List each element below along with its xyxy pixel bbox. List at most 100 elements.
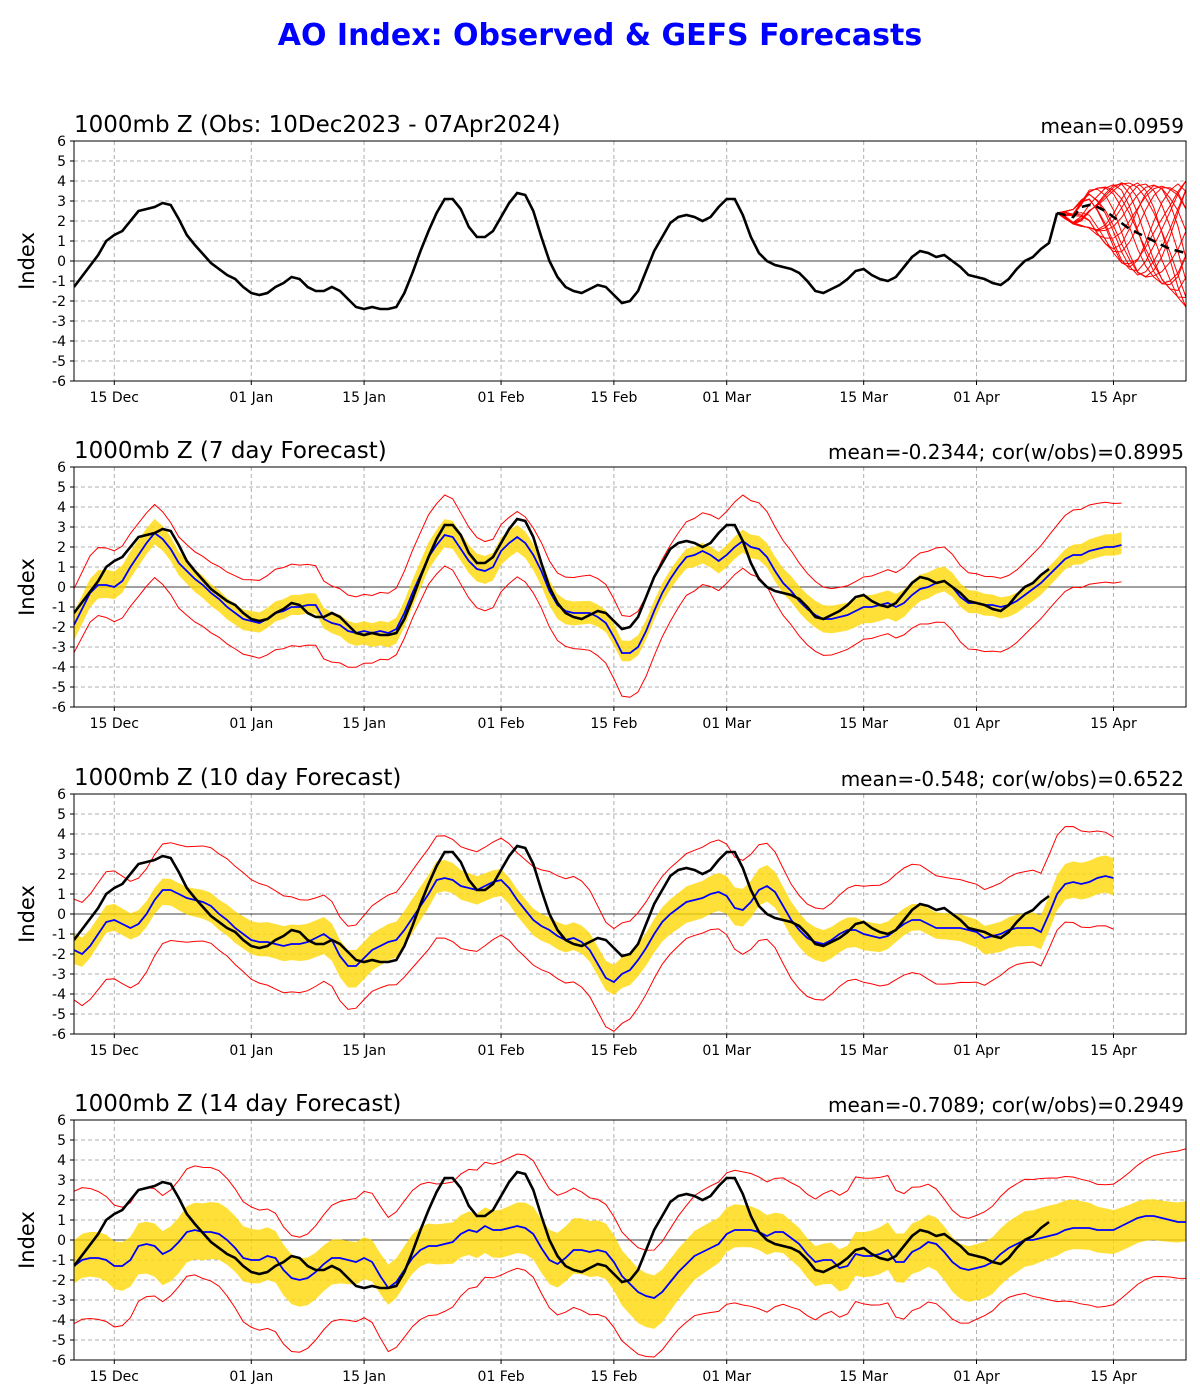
plot-area <box>74 494 1122 698</box>
x-tick-label: 01 Jan <box>229 716 273 732</box>
observed-line <box>74 191 1059 311</box>
y-tick-label: 0 <box>57 580 66 596</box>
y-tick-label: 5 <box>57 807 66 823</box>
y-tick-label: 4 <box>57 1153 66 1169</box>
y-tick-label: -2 <box>52 1273 66 1289</box>
member-max-line <box>74 494 1122 617</box>
x-tick-label: 15 Jan <box>342 1043 386 1059</box>
panel-stat: mean=0.0959 <box>1041 114 1184 138</box>
plot-frame <box>73 140 1187 382</box>
x-tick-label: 15 Dec <box>90 1043 139 1059</box>
y-tick-label: 1 <box>57 1213 66 1229</box>
plot-area <box>74 826 1114 1032</box>
y-tick-label: 3 <box>57 847 66 863</box>
y-tick-label: -2 <box>52 620 66 636</box>
ensemble-mean-line <box>74 1215 1186 1299</box>
y-tick-label: 5 <box>57 154 66 170</box>
x-tick-label: 01 Apr <box>953 716 1000 732</box>
y-tick-label: 6 <box>57 460 66 476</box>
observed-line <box>74 517 1050 637</box>
panel-1: 1000mb Z (Obs: 10Dec2023 - 07Apr2024) mea… <box>15 112 1187 406</box>
x-tick-label: 15 Jan <box>342 716 386 732</box>
y-tick-label: -5 <box>52 680 66 696</box>
x-tick-label: 15 Jan <box>342 1369 386 1385</box>
x-tick-label: 15 Mar <box>839 390 888 406</box>
ensemble-member-line <box>1056 184 1186 232</box>
y-axis-label: Index <box>15 1211 39 1269</box>
y-tick-label: -3 <box>52 1293 66 1309</box>
y-tick-label: 0 <box>57 254 66 270</box>
x-tick-label: 15 Feb <box>590 1043 637 1059</box>
x-tick-label: 01 Jan <box>229 1369 273 1385</box>
plot-frame <box>73 1119 1187 1361</box>
x-tick-label: 15 Feb <box>590 390 637 406</box>
y-tick-label: 2 <box>57 540 66 556</box>
x-tick-label: 15 Apr <box>1090 390 1137 406</box>
x-tick-label: 15 Apr <box>1090 716 1137 732</box>
panel-title: 1000mb Z (Obs: 10Dec2023 - 07Apr2024) <box>74 112 560 138</box>
y-tick-label: 1 <box>57 560 66 576</box>
y-tick-label: 5 <box>57 1133 66 1149</box>
ensemble-member-line <box>1056 184 1186 286</box>
panel-title: 1000mb Z (14 day Forecast) <box>74 1091 401 1117</box>
member-min-line <box>74 921 1114 1032</box>
y-tick-label: -1 <box>52 600 66 616</box>
x-tick-label: 15 Mar <box>839 1043 888 1059</box>
x-tick-label: 01 Mar <box>702 716 751 732</box>
x-tick-label: 01 Jan <box>229 1043 273 1059</box>
ensemble-member-line <box>1056 186 1186 298</box>
y-axis-label: Index <box>15 232 39 290</box>
ensemble-spread-band <box>74 855 1114 995</box>
panel-2: 1000mb Z (7 day Forecast) mean=-0.2344; c… <box>15 438 1187 732</box>
x-tick-label: 01 Apr <box>953 390 1000 406</box>
y-tick-label: 5 <box>57 480 66 496</box>
y-tick-label: -5 <box>52 1007 66 1023</box>
y-tick-label: 2 <box>57 867 66 883</box>
x-tick-label: 15 Dec <box>90 716 139 732</box>
y-tick-label: 6 <box>57 1113 66 1129</box>
x-tick-label: 15 Feb <box>590 716 637 732</box>
ensemble-member-line <box>1056 182 1186 298</box>
x-tick-label: 15 Apr <box>1090 1043 1137 1059</box>
plot-area <box>74 1148 1186 1358</box>
y-tick-label: -6 <box>52 374 66 390</box>
x-tick-label: 01 Apr <box>953 1369 1000 1385</box>
panel-stat: mean=-0.7089; cor(w/obs)=0.2949 <box>828 1093 1184 1117</box>
y-tick-label: 0 <box>57 907 66 923</box>
x-tick-label: 01 Mar <box>702 1043 751 1059</box>
y-tick-label: -5 <box>52 1333 66 1349</box>
x-tick-label: 01 Mar <box>702 1369 751 1385</box>
y-axis-label: Index <box>15 558 39 616</box>
member-min-line <box>74 1267 1186 1358</box>
y-tick-label: 1 <box>57 234 66 250</box>
y-tick-label: -4 <box>52 660 66 676</box>
y-tick-label: -6 <box>52 1027 66 1043</box>
ensemble-mean-line <box>74 875 1114 984</box>
y-tick-label: -1 <box>52 1253 66 1269</box>
observed-line <box>74 1170 1050 1290</box>
y-tick-label: 6 <box>57 787 66 803</box>
y-tick-label: 1 <box>57 887 66 903</box>
y-tick-label: 4 <box>57 174 66 190</box>
plot-area <box>74 180 1186 311</box>
ensemble-member-line <box>1056 180 1186 272</box>
y-tick-label: 6 <box>57 134 66 150</box>
x-tick-label: 01 Feb <box>478 1369 525 1385</box>
ensemble-spread-band <box>74 519 1122 662</box>
x-tick-label: 15 Mar <box>839 716 888 732</box>
y-tick-label: -4 <box>52 334 66 350</box>
plot-frame <box>73 793 1187 1035</box>
x-tick-label: 15 Dec <box>90 1369 139 1385</box>
y-tick-label: 3 <box>57 1173 66 1189</box>
y-tick-label: -3 <box>52 967 66 983</box>
y-tick-label: -4 <box>52 987 66 1003</box>
observed-line <box>74 844 1050 964</box>
panel-stat: mean=-0.2344; cor(w/obs)=0.8995 <box>828 440 1184 464</box>
panel-4: 1000mb Z (14 day Forecast) mean=-0.7089; … <box>15 1091 1187 1385</box>
y-tick-label: -1 <box>52 927 66 943</box>
y-tick-label: -3 <box>52 640 66 656</box>
y-tick-label: 2 <box>57 1193 66 1209</box>
y-tick-label: 3 <box>57 194 66 210</box>
x-tick-label: 01 Jan <box>229 390 273 406</box>
